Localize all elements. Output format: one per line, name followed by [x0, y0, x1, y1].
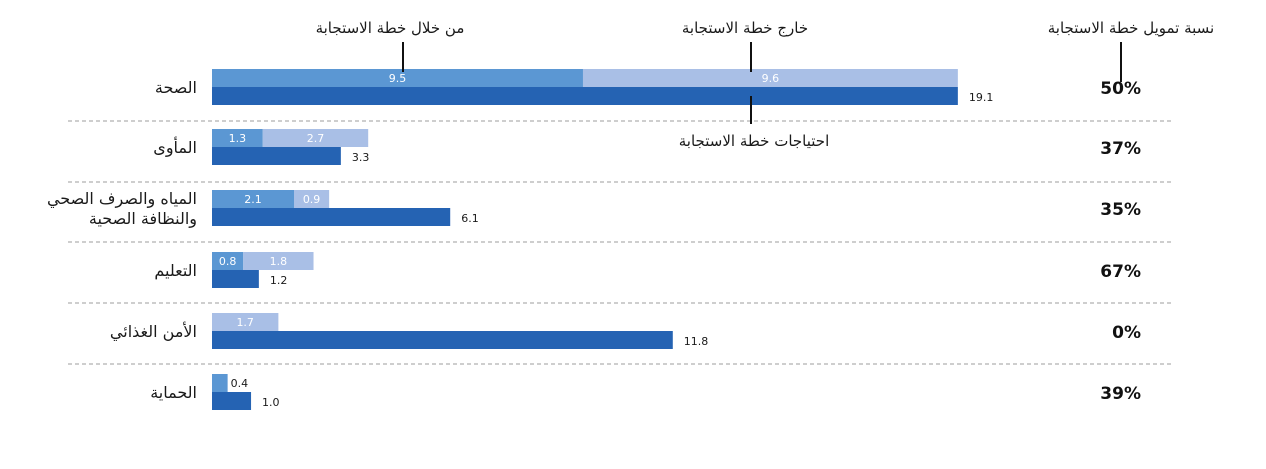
bar-needs — [212, 87, 958, 105]
bar-outside — [294, 190, 330, 208]
category-label: الحماية — [150, 383, 197, 402]
bar-within — [212, 374, 228, 392]
value-label-outside: 1.7 — [236, 316, 254, 329]
bar-outside — [262, 129, 369, 147]
bar-needs — [212, 270, 259, 288]
legend-outside: خارج خطة الاستجابة — [682, 19, 808, 38]
bar-within — [212, 69, 583, 87]
bar-outside — [212, 313, 279, 331]
category-label: المأوى — [153, 136, 197, 158]
value-label-outside: 2.7 — [307, 132, 325, 145]
value-label-within: 9.5 — [389, 72, 407, 85]
value-label-within: 2.1 — [244, 193, 262, 206]
value-label-outside: 9.6 — [762, 72, 780, 85]
value-label-needs: 11.8 — [684, 335, 709, 348]
percent-value: 67% — [1100, 262, 1141, 282]
percent-value: 50% — [1100, 79, 1141, 99]
legend-needs: احتياجات خطة الاستجابة — [679, 132, 829, 150]
bars-layer: 9.5 9.6 19.1 1.3 2.7 3.3 2.1 0.9 6.1 0.8 1.8 1.2 1.7… — [212, 69, 993, 410]
category-label: التعليم — [154, 261, 197, 280]
legend-within: من خلال خطة الاستجابة — [316, 19, 465, 37]
value-label-within: 0.4 — [231, 377, 249, 390]
bar-within — [212, 252, 244, 270]
percent-column: 50% 37% 35% 67% 0% 39% — [1100, 79, 1141, 404]
value-label-outside: 0.9 — [303, 193, 321, 206]
percent-value: 35% — [1100, 200, 1141, 220]
bar-needs — [212, 331, 673, 349]
value-label-within: 1.3 — [229, 132, 247, 145]
percent-value: 37% — [1100, 139, 1141, 159]
bar-within — [212, 190, 295, 208]
bar-outside — [243, 252, 314, 270]
category-label: المياه والصرف الصحي — [47, 189, 197, 209]
row-separators — [68, 120, 1173, 365]
bar-needs — [212, 147, 341, 165]
bar-within — [212, 129, 263, 147]
value-label-needs: 1.2 — [270, 274, 288, 287]
value-label-needs: 3.3 — [352, 151, 370, 164]
category-label: الصحة — [155, 78, 197, 97]
legend-callouts: من خلال خطة الاستجابة خارج خطة الاستجابة… — [316, 19, 1215, 150]
percent-value: 39% — [1100, 384, 1141, 404]
percent-value: 0% — [1112, 323, 1141, 343]
value-label-needs: 1.0 — [262, 396, 280, 409]
bar-needs — [212, 208, 451, 226]
value-label-outside: 1.8 — [270, 255, 288, 268]
bar-outside — [582, 69, 958, 87]
bar-needs — [212, 392, 252, 410]
value-label-within: 0.8 — [219, 255, 237, 268]
category-label: والنظافة الصحية — [89, 209, 197, 229]
value-label-needs: 19.1 — [969, 91, 994, 104]
legend-percent-header: نسبة تمويل خطة الاستجابة — [1048, 19, 1214, 37]
value-label-needs: 6.1 — [461, 212, 479, 225]
category-label: الأمن الغذائي — [110, 321, 197, 342]
